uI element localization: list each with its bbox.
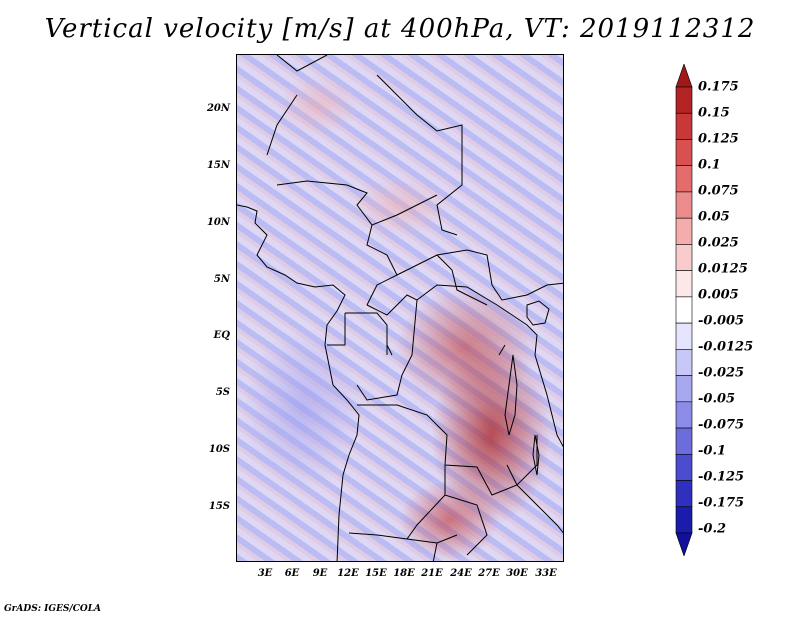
colorbar-segment <box>675 191 693 219</box>
colorbar-segment <box>675 532 693 556</box>
colorbar-label: -0.025 <box>698 365 745 381</box>
colorbar-label: 0.005 <box>698 287 739 303</box>
colorbar-segment <box>675 64 693 88</box>
x-tick-label: 15E <box>365 568 387 579</box>
colorbar-label: -0.05 <box>698 391 736 407</box>
colorbar-label: -0.075 <box>698 417 745 433</box>
x-tick-label: 33E <box>535 568 557 579</box>
colorbar-label: 0.025 <box>698 235 739 251</box>
footer-credit: GrADS: IGES/COLA <box>4 604 102 614</box>
colorbar-label: 0.0125 <box>698 261 748 277</box>
colorbar-label: -0.175 <box>698 495 745 511</box>
colorbar-label: 0.075 <box>698 183 739 199</box>
x-tick-label: 18E <box>393 568 415 579</box>
y-tick-label: 10S <box>208 444 230 455</box>
lake-malawi <box>532 434 540 476</box>
map-title: Vertical velocity [m/s] at 400hPa, VT: 2… <box>44 14 756 44</box>
colorbar-segment <box>675 401 693 429</box>
colorbar-segment <box>675 244 693 271</box>
colorbar-segment <box>675 139 693 167</box>
colorbar-label: -0.005 <box>698 313 745 329</box>
colorbar-segment <box>675 270 693 298</box>
colorbar-segment <box>675 453 693 481</box>
country-borders <box>237 55 563 561</box>
y-tick-label: 15N <box>206 160 230 171</box>
y-tick-label: 10N <box>206 217 230 228</box>
y-tick-label: 5S <box>215 387 230 398</box>
colorbar-segment <box>675 349 693 376</box>
x-tick-label: 6E <box>284 568 300 579</box>
x-tick-label: 27E <box>478 568 500 579</box>
x-tick-label: 3E <box>257 568 273 579</box>
y-tick-label: 5N <box>213 274 230 285</box>
colorbar-label: -0.0125 <box>698 339 754 355</box>
colorbar-segment <box>675 296 693 324</box>
colorbar-segment <box>675 165 693 193</box>
colorbar-segment <box>675 480 693 508</box>
rift-lakes <box>386 344 518 486</box>
colorbar-segment <box>675 322 693 350</box>
y-tick-label: 15S <box>208 501 230 512</box>
x-tick-label: 12E <box>337 568 359 579</box>
colorbar-segment <box>675 427 693 455</box>
colorbar-label: 0.175 <box>698 79 739 95</box>
border-north <box>266 55 463 306</box>
map-plot-area <box>236 54 564 562</box>
x-tick-label: 24E <box>450 568 472 579</box>
x-tick-label: 21E <box>421 568 443 579</box>
border-central <box>327 249 563 448</box>
x-tick-label: 30E <box>506 568 528 579</box>
lake-victoria <box>526 300 550 326</box>
border-south <box>348 404 563 561</box>
colorbar-segment <box>675 86 693 114</box>
colorbar-label: 0.15 <box>698 105 730 121</box>
colorbar-segment <box>675 112 693 140</box>
colorbar-segment <box>675 217 693 245</box>
coastline <box>237 204 360 561</box>
y-tick-label: EQ <box>213 330 230 341</box>
x-tick-label: 9E <box>312 568 328 579</box>
colorbar-label: -0.1 <box>698 443 727 459</box>
y-tick-label: 20N <box>206 103 230 114</box>
colorbar-segment <box>675 375 693 403</box>
colorbar-label: 0.1 <box>698 157 721 173</box>
colorbar-label: 0.05 <box>698 209 730 225</box>
colorbar-label: -0.125 <box>698 469 745 485</box>
lake-tanganyika <box>504 354 518 436</box>
colorbar <box>675 64 693 556</box>
colorbar-label: 0.125 <box>698 131 739 147</box>
colorbar-label: -0.2 <box>698 521 727 537</box>
colorbar-segment <box>675 506 693 534</box>
